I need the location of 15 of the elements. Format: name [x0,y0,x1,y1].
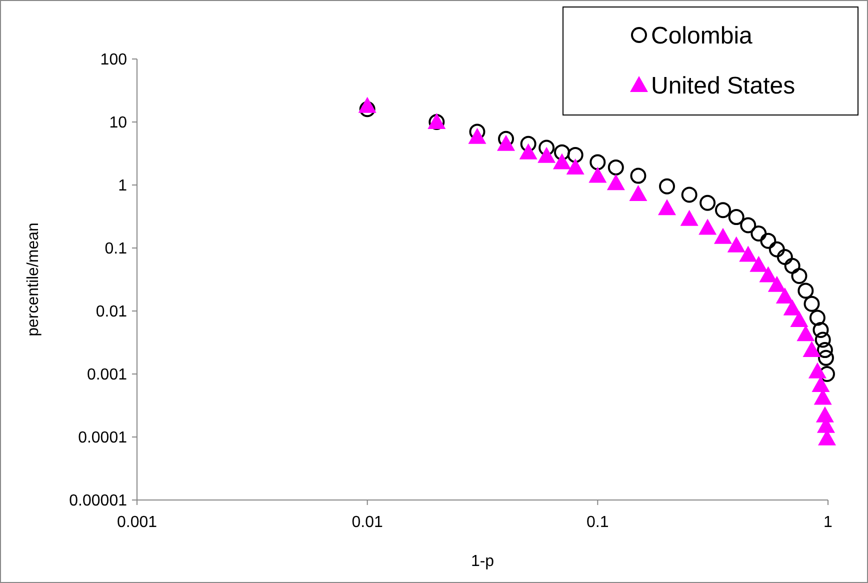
y-tick-label: 0.0001 [78,430,128,447]
y-tick-label: 0.01 [96,304,128,321]
y-tick-label: 100 [100,52,128,69]
x-axis-title: 1-p [470,553,494,570]
legend-label: United States [651,72,796,100]
x-tick-label: 0.01 [352,514,384,531]
y-tick-label: 10 [109,114,128,132]
y-tick-label: 0.00001 [69,492,128,510]
x-tick-label: 1 [824,514,833,531]
y-tick-label: 1 [118,178,128,195]
legend-label: Colombia [651,22,754,50]
y-axis-title: percentile/mean [25,222,42,336]
x-tick-label: 0.1 [586,514,609,531]
y-tick-label: 0.1 [104,240,128,258]
y-tick-label: 0.001 [86,366,128,384]
